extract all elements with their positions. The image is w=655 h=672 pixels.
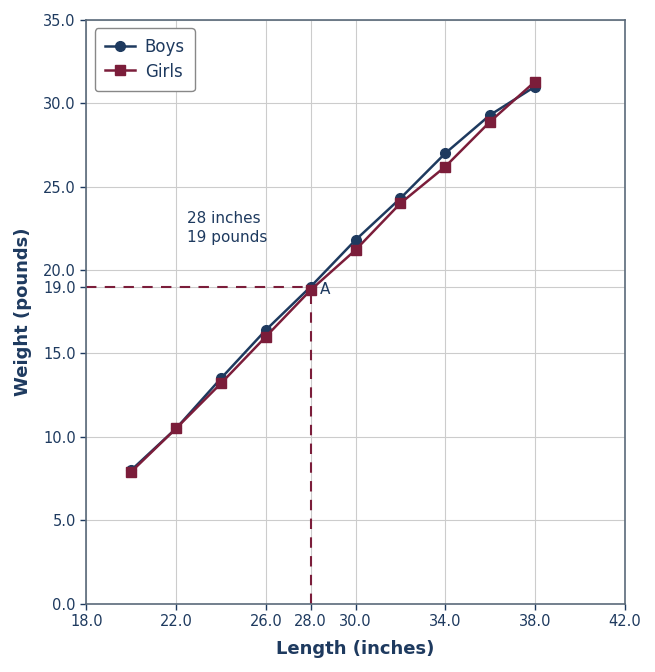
Girls bbox=[352, 246, 360, 254]
Girls bbox=[486, 118, 494, 126]
Girls bbox=[217, 380, 225, 388]
Girls bbox=[441, 163, 449, 171]
Line: Boys: Boys bbox=[126, 82, 540, 475]
Y-axis label: Weight (pounds): Weight (pounds) bbox=[14, 228, 32, 396]
Boys bbox=[262, 326, 270, 334]
Text: 28 inches
19 pounds: 28 inches 19 pounds bbox=[187, 212, 268, 245]
Legend: Boys, Girls: Boys, Girls bbox=[94, 28, 195, 91]
Boys bbox=[486, 111, 494, 119]
Boys bbox=[217, 374, 225, 382]
Boys bbox=[307, 283, 314, 291]
Girls bbox=[396, 200, 404, 208]
Boys bbox=[352, 236, 360, 244]
Girls bbox=[127, 468, 135, 476]
Girls bbox=[307, 286, 314, 294]
Boys bbox=[172, 425, 180, 433]
Girls bbox=[172, 425, 180, 433]
Boys bbox=[127, 466, 135, 474]
Girls bbox=[262, 333, 270, 341]
Boys bbox=[441, 149, 449, 157]
Text: A: A bbox=[320, 282, 330, 297]
Line: Girls: Girls bbox=[126, 77, 540, 476]
X-axis label: Length (inches): Length (inches) bbox=[276, 640, 435, 658]
Girls bbox=[531, 77, 539, 85]
Boys bbox=[531, 83, 539, 91]
Boys bbox=[396, 194, 404, 202]
